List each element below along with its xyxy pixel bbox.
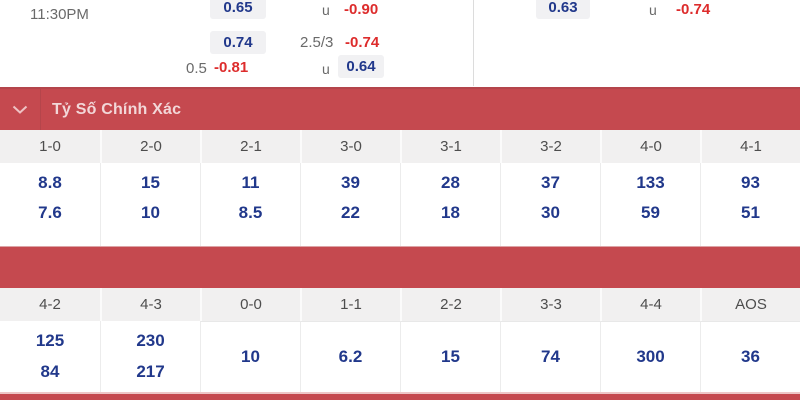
chevron-down-icon	[12, 101, 28, 119]
score-header-row-2: 4-2 4-3 0-0 1-1 2-2 3-3 4-4 AOS	[0, 288, 800, 321]
score-header-cell: 2-0	[100, 130, 200, 163]
odds-value[interactable]: -0.74	[676, 1, 711, 18]
odds-value[interactable]: 84	[40, 361, 60, 381]
line-label: 2.5/3	[300, 34, 334, 51]
score-column: 125 84	[0, 321, 100, 392]
line-label: u	[322, 61, 330, 77]
score-column: 15 10	[100, 163, 200, 246]
odds-value[interactable]: 51	[741, 203, 760, 222]
score-column: 10	[200, 321, 300, 392]
odds-value[interactable]: 8.5	[238, 203, 263, 222]
odds-value[interactable]: 10	[141, 203, 160, 222]
score-column: 37 30	[500, 163, 600, 246]
score-odds-table-2: 125 84 230 217 10 6.2 15 74 300 36	[0, 321, 800, 392]
score-column: 230 217	[100, 321, 200, 392]
section-title: Tỷ Số Chính Xác	[52, 100, 182, 118]
score-header-cell: 4-4	[600, 288, 700, 321]
odds-box[interactable]: 0.74	[210, 31, 266, 54]
odds-value[interactable]: 30	[541, 203, 560, 222]
match-time: 11:30PM	[30, 6, 89, 23]
score-column: 8.8 7.6	[0, 163, 100, 246]
odds-value[interactable]: 39	[341, 173, 360, 192]
score-header-cell: 4-0	[600, 130, 700, 163]
column-divider	[473, 0, 474, 86]
odds-value[interactable]: 59	[641, 203, 660, 222]
score-header-cell: 1-1	[300, 288, 400, 321]
odds-value[interactable]: -0.74	[345, 34, 380, 51]
score-odds-table-1: 8.8 7.6 15 10 11 8.5 39 22 28 18 37 30 1…	[0, 163, 800, 246]
odds-box[interactable]: 0.64	[338, 55, 384, 78]
odds-value[interactable]: 11	[241, 173, 260, 192]
score-header-row-1: 1-0 2-0 2-1 3-0 3-1 3-2 4-0 4-1	[0, 130, 800, 163]
score-column: 36	[700, 321, 800, 392]
section-bottom-bar	[0, 392, 800, 400]
odds-value[interactable]: 8.8	[38, 173, 62, 192]
score-column: 6.2	[300, 321, 400, 392]
odds-value[interactable]: 36	[741, 347, 760, 366]
odds-value[interactable]: 125	[35, 330, 65, 350]
score-header-cell: 4-3	[100, 288, 200, 321]
score-header-cell: 4-1	[700, 130, 800, 163]
score-header-cell: 4-2	[39, 296, 61, 313]
score-column: 133 59	[600, 163, 700, 246]
odds-value[interactable]: 28	[441, 173, 460, 192]
section-divider-bar	[0, 246, 800, 288]
odds-value[interactable]: 37	[541, 173, 560, 192]
score-column: 300	[600, 321, 700, 392]
score-column: 93 51	[700, 163, 800, 246]
odds-value[interactable]: 93	[741, 173, 760, 192]
odds-value[interactable]: -0.90	[344, 1, 379, 18]
collapse-toggle[interactable]	[0, 89, 41, 130]
odds-value[interactable]: 7.6	[38, 203, 62, 222]
odds-value[interactable]: 15	[141, 173, 160, 192]
score-header-cell: 2-1	[200, 130, 300, 163]
section-header: Tỷ Số Chính Xác	[0, 87, 800, 130]
score-header-cell: 3-3	[500, 288, 600, 321]
score-header-cell: AOS	[700, 288, 800, 321]
odds-value[interactable]: 217	[136, 361, 165, 381]
handicap-label: 0.5	[186, 60, 207, 77]
line-label: u	[649, 2, 657, 18]
score-header-cell: 2-2	[400, 288, 500, 321]
odds-value[interactable]: 300	[636, 347, 665, 366]
odds-box[interactable]: 0.65	[210, 0, 266, 19]
odds-value[interactable]: 18	[441, 203, 460, 222]
score-column: 11 8.5	[200, 163, 300, 246]
line-label: u	[322, 2, 330, 18]
odds-value[interactable]: 15	[441, 347, 460, 366]
odds-value[interactable]: 10	[241, 347, 260, 366]
odds-value[interactable]: 230	[136, 330, 165, 350]
odds-box[interactable]: 0.63	[536, 0, 590, 19]
odds-value[interactable]: 6.2	[338, 347, 363, 366]
score-column: 39 22	[300, 163, 400, 246]
score-header-cell: 0-0	[200, 288, 300, 321]
score-header-cell: 3-1	[400, 130, 500, 163]
odds-value[interactable]: -0.81	[214, 59, 249, 76]
score-header-cell: 3-0	[300, 130, 400, 163]
odds-value[interactable]: 74	[541, 347, 560, 366]
score-column: 28 18	[400, 163, 500, 246]
odds-value[interactable]: 133	[636, 173, 665, 192]
score-column: 15	[400, 321, 500, 392]
odds-value[interactable]: 22	[341, 203, 360, 222]
score-header-cell: 1-0	[39, 138, 61, 155]
score-column: 74	[500, 321, 600, 392]
top-odds-strip: 11:30PM 0.65 u -0.90 0.74 2.5/3 -0.74 0.…	[0, 0, 800, 87]
score-header-cell: 3-2	[500, 130, 600, 163]
